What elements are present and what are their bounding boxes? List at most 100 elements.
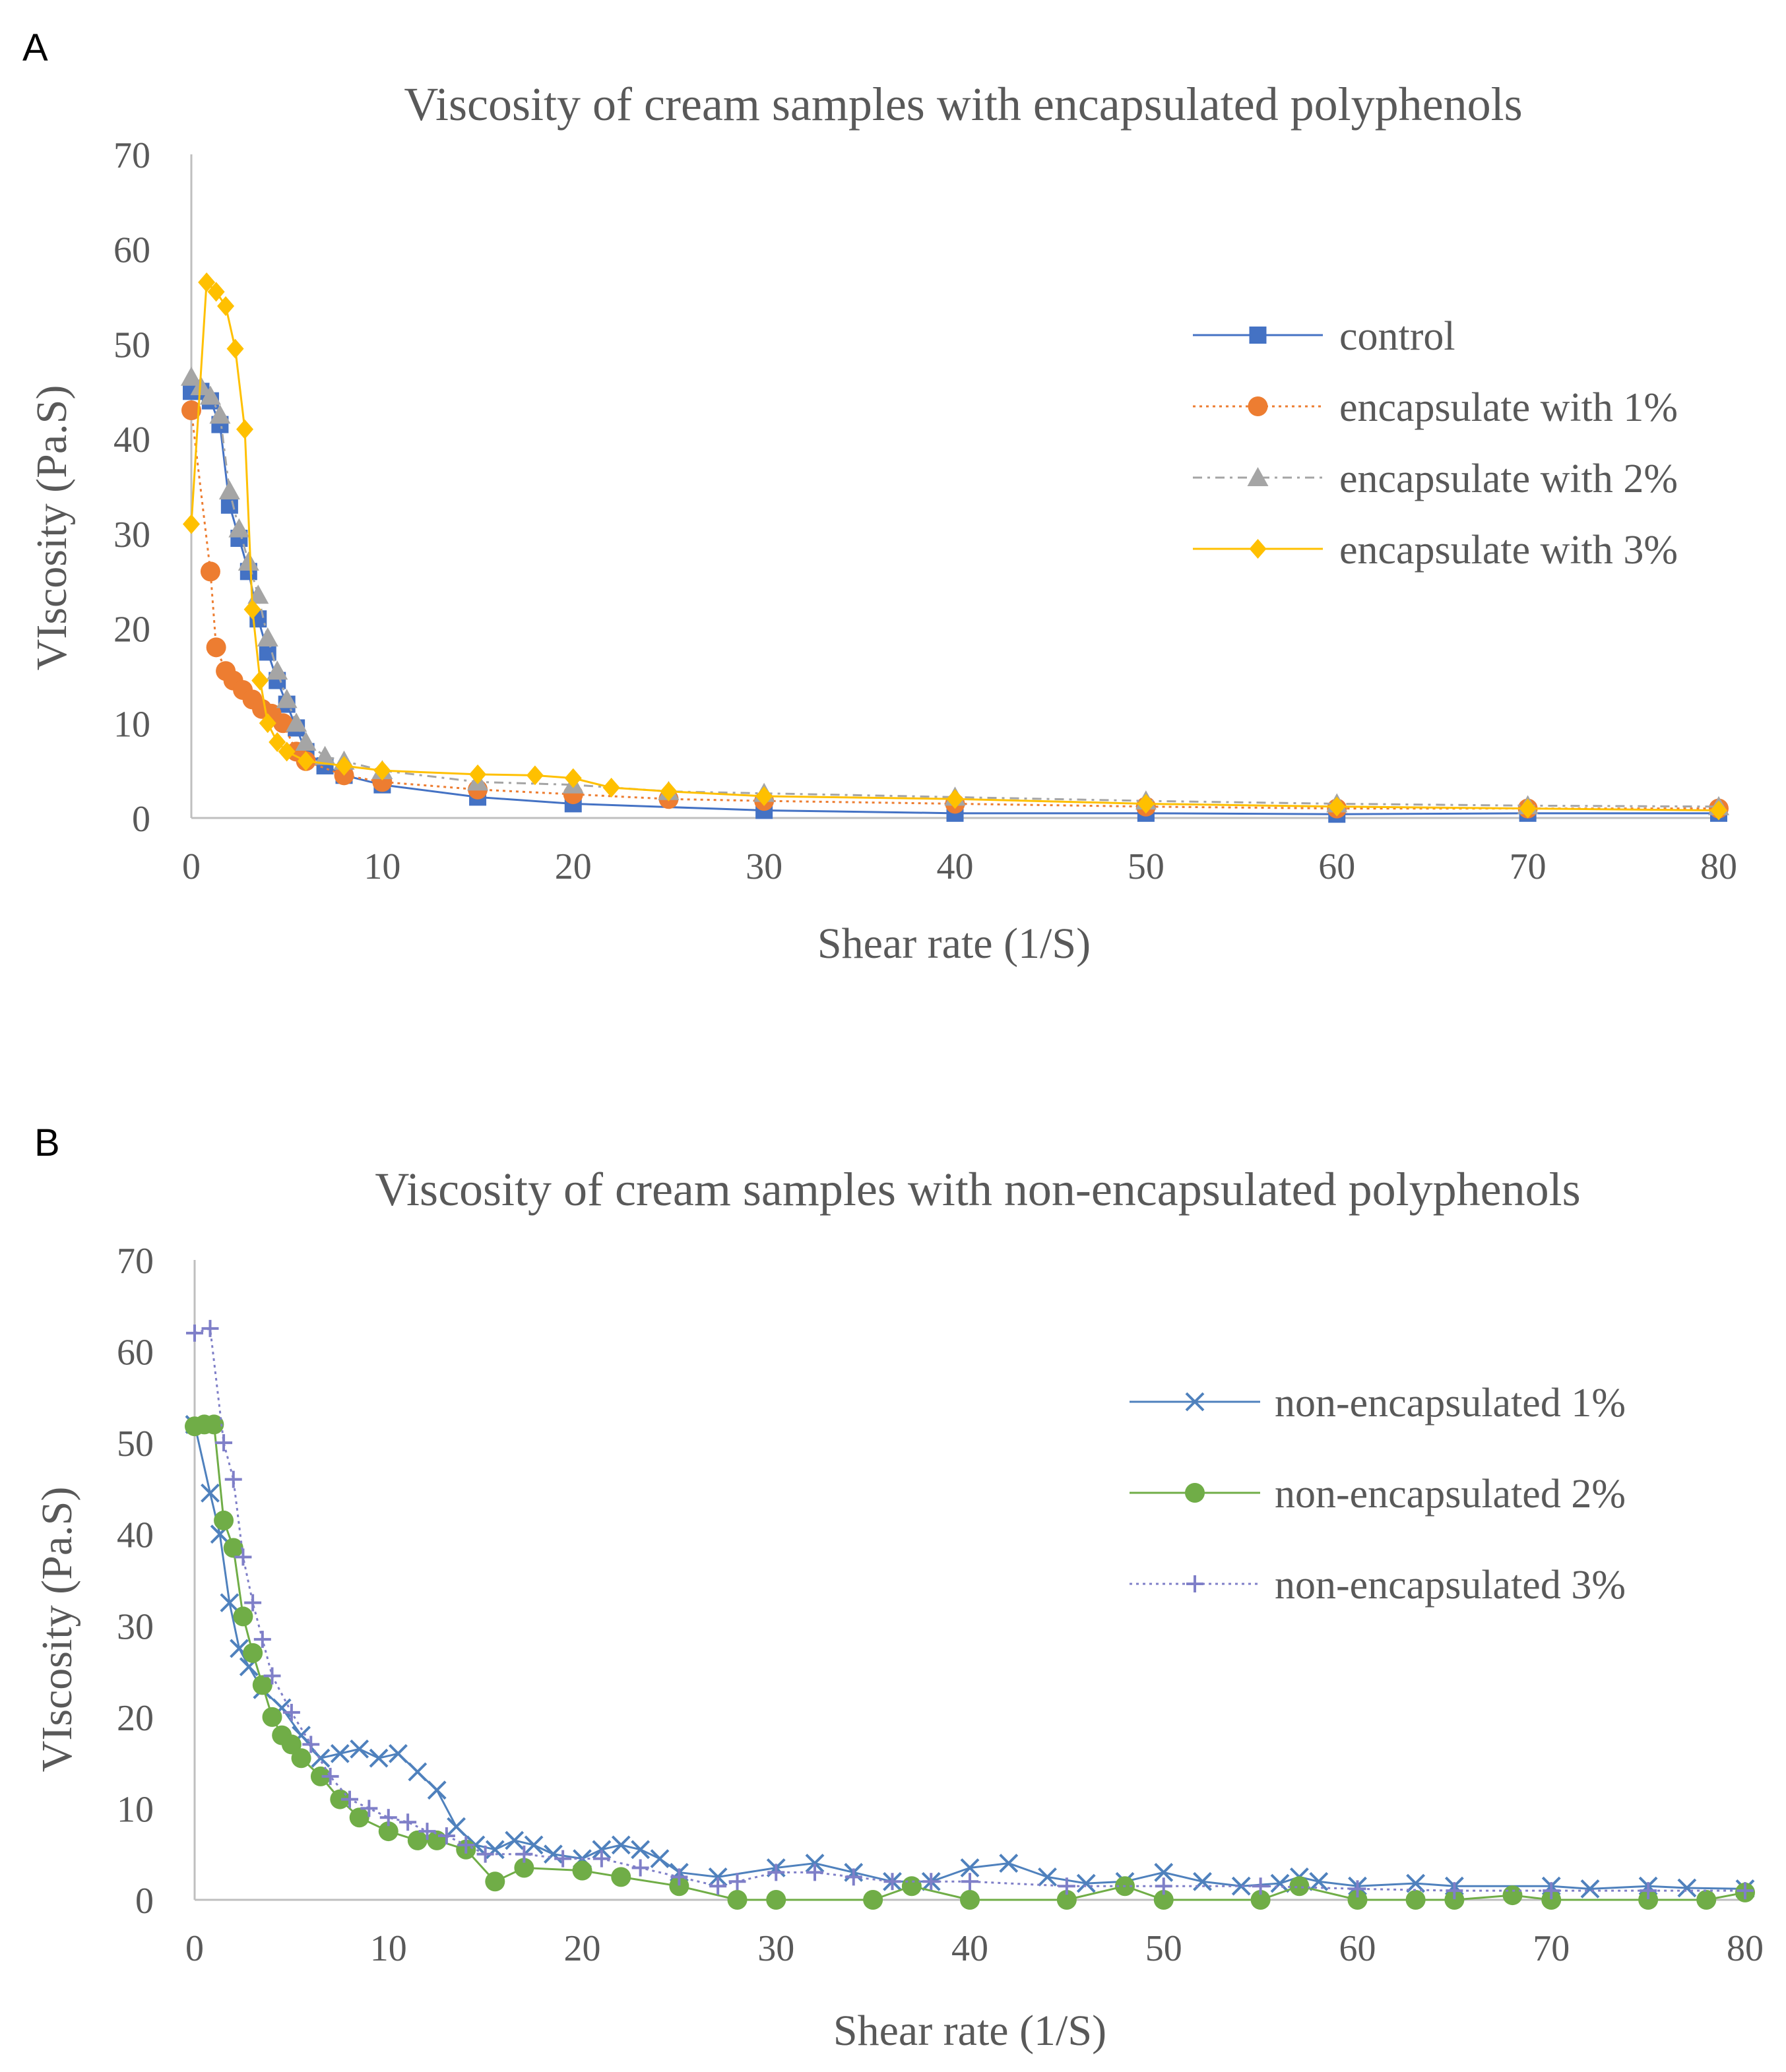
legend-marker-encapsulate-with-1 (1248, 396, 1268, 416)
data-point-non-encapsulated-3 (1446, 1882, 1463, 1900)
data-point-non-encapsulated-3 (961, 1873, 978, 1891)
plot-area-b (185, 1319, 1755, 1910)
data-point-non-encapsulated-1 (389, 1743, 408, 1763)
data-point-non-encapsulated-3 (922, 1873, 940, 1891)
y-tick-label-a: 40 (113, 420, 150, 460)
x-tick-label-b: 50 (1145, 1928, 1182, 1969)
data-point-non-encapsulated-3 (321, 1767, 339, 1785)
x-tick-label-b: 0 (185, 1928, 204, 1969)
data-point-non-encapsulated-2 (1153, 1890, 1174, 1910)
data-point-non-encapsulated-2 (310, 1766, 331, 1786)
data-point-non-encapsulated-3 (215, 1434, 233, 1452)
plot-area-a (181, 272, 1729, 823)
data-point-non-encapsulated-3 (1155, 1877, 1172, 1895)
y-tick-label-b: 50 (117, 1424, 154, 1464)
data-point-encapsulate-with-3 (1710, 800, 1727, 821)
legend-label-non-encapsulated-2: non-encapsulated 2% (1275, 1472, 1626, 1517)
data-point-non-encapsulated-1 (1038, 1867, 1057, 1887)
series-encapsulate-with-2 (181, 366, 1729, 815)
data-point-non-encapsulated-3 (253, 1631, 271, 1648)
data-point-non-encapsulated-3 (1543, 1882, 1560, 1900)
data-point-non-encapsulated-2 (281, 1734, 302, 1755)
data-point-encapsulate-with-3 (259, 713, 276, 734)
data-point-non-encapsulated-2 (349, 1807, 369, 1828)
legend-marker-non-encapsulated-3 (1186, 1575, 1203, 1592)
data-point-non-encapsulated-3 (476, 1845, 494, 1863)
x-tick-labels-b: 0 10 20 30 40 50 60 70 80 (185, 1928, 1764, 1969)
x-tick-label-a: 80 (1700, 846, 1737, 887)
data-point-encapsulate-with-3 (183, 514, 200, 534)
data-point-non-encapsulated-1 (350, 1739, 369, 1759)
series-control (183, 383, 1727, 823)
data-point-non-encapsulated-3 (282, 1703, 300, 1721)
data-point-non-encapsulated-3 (1737, 1882, 1754, 1900)
data-point-non-encapsulated-2 (1638, 1890, 1659, 1910)
y-tick-labels-a: 0 10 20 30 40 50 60 70 (113, 135, 150, 840)
data-point-encapsulate-with-2 (267, 660, 288, 680)
data-point-encapsulate-with-3 (243, 599, 261, 619)
y-tick-label-a: 30 (113, 515, 150, 555)
data-point-encapsulate-with-3 (198, 272, 216, 293)
data-point-non-encapsulated-2 (1696, 1890, 1717, 1910)
legend-a: control encapsulate with 1% encapsulate wi… (1193, 314, 1678, 573)
data-point-non-encapsulated-2 (669, 1876, 689, 1897)
data-point-non-encapsulated-3 (244, 1594, 262, 1612)
data-point-non-encapsulated-3 (515, 1845, 533, 1863)
data-point-non-encapsulated-3 (302, 1736, 320, 1753)
data-point-encapsulate-with-3 (526, 765, 544, 786)
data-point-non-encapsulated-3 (709, 1877, 727, 1895)
data-point-non-encapsulated-1 (1270, 1873, 1290, 1893)
data-point-encapsulate-with-2 (218, 480, 240, 500)
data-point-non-encapsulated-3 (234, 1548, 252, 1566)
data-point-non-encapsulated-1 (427, 1780, 447, 1800)
data-point-non-encapsulated-3 (457, 1836, 475, 1854)
data-point-encapsulate-with-3 (335, 755, 353, 776)
legend-marker-non-encapsulated-2 (1185, 1483, 1205, 1503)
x-tick-label-a: 30 (746, 846, 782, 887)
data-point-non-encapsulated-1 (201, 1483, 220, 1503)
legend-item-non-encapsulated-3: non-encapsulated 3% (1130, 1563, 1626, 1608)
x-axis-title-b: Shear rate (1/S) (833, 2007, 1106, 2055)
data-point-non-encapsulated-2 (204, 1414, 224, 1435)
data-point-encapsulate-with-3 (217, 296, 235, 316)
data-point-non-encapsulated-3 (399, 1813, 417, 1831)
legend-label-encapsulate-with-1: encapsulate with 1% (1339, 385, 1678, 430)
data-point-encapsulate-with-3 (373, 761, 391, 781)
x-tick-label-b: 60 (1339, 1928, 1376, 1969)
y-tick-label-b: 10 (117, 1789, 154, 1830)
series-line-encapsulate-with-2 (190, 376, 1719, 808)
y-tick-label-b: 40 (117, 1515, 154, 1556)
x-tick-label-b: 30 (757, 1928, 794, 1969)
data-point-non-encapsulated-1 (708, 1867, 728, 1887)
legend-label-non-encapsulated-3: non-encapsulated 3% (1275, 1563, 1626, 1608)
data-point-encapsulate-with-2 (295, 732, 317, 751)
data-point-encapsulate-with-3 (269, 732, 286, 753)
y-tick-label-a: 10 (113, 704, 150, 745)
data-point-non-encapsulated-1 (369, 1748, 389, 1768)
data-point-non-encapsulated-1 (805, 1854, 825, 1873)
legend-marker-encapsulate-with-2 (1247, 467, 1269, 486)
x-tick-label-b: 80 (1727, 1928, 1764, 1969)
data-point-non-encapsulated-3 (592, 1850, 610, 1868)
chart-title-a: Viscosity of cream samples with encapsul… (404, 78, 1522, 131)
chart-panel-a: A Viscosity of cream samples with encaps… (22, 26, 1737, 968)
data-point-non-encapsulated-1 (650, 1849, 670, 1869)
legend-item-control: control (1193, 314, 1455, 359)
legend-label-encapsulate-with-2: encapsulate with 2% (1339, 456, 1678, 501)
data-point-encapsulate-with-3 (226, 338, 244, 359)
x-tick-label-b: 70 (1533, 1928, 1570, 1969)
data-point-non-encapsulated-2 (223, 1538, 243, 1558)
data-point-non-encapsulated-2 (1289, 1876, 1310, 1897)
x-tick-labels-a: 0 10 20 30 40 50 60 70 80 (182, 846, 1737, 887)
data-point-encapsulate-with-3 (1137, 794, 1155, 814)
data-point-non-encapsulated-3 (1349, 1880, 1366, 1898)
data-point-non-encapsulated-1 (611, 1835, 631, 1855)
data-point-encapsulate-with-1 (206, 637, 226, 658)
data-point-non-encapsulated-2 (1056, 1890, 1077, 1910)
y-tick-label-a: 70 (113, 135, 150, 176)
data-point-non-encapsulated-3 (728, 1873, 746, 1891)
data-point-non-encapsulated-1 (1231, 1876, 1251, 1896)
data-point-non-encapsulated-3 (806, 1864, 823, 1881)
data-point-non-encapsulated-2 (766, 1890, 786, 1910)
